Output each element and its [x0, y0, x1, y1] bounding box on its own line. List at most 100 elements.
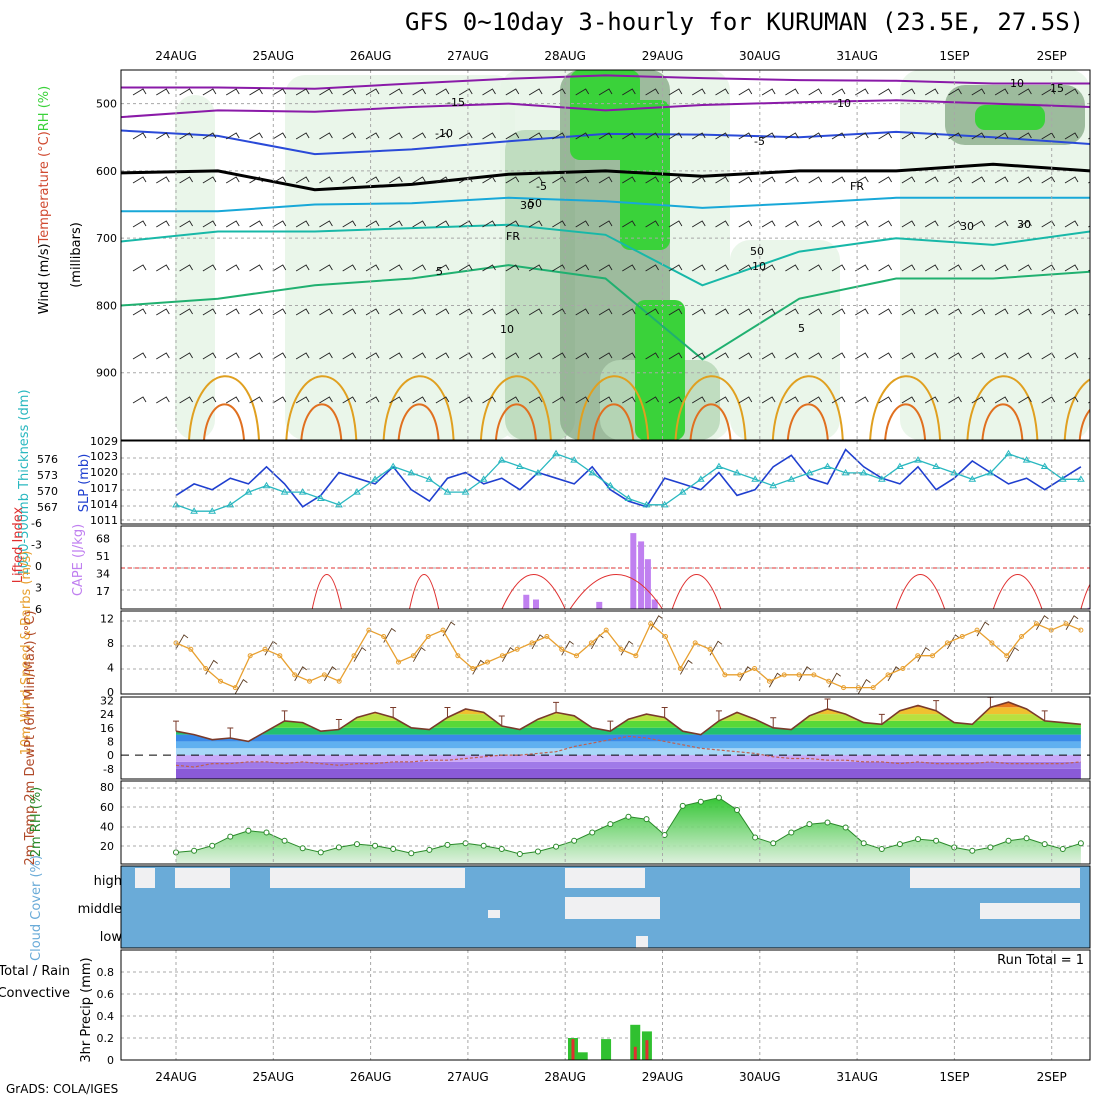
wind-barb — [668, 352, 683, 360]
wind-barb — [249, 176, 263, 184]
wind-barb — [295, 352, 310, 360]
rh-shading — [505, 130, 575, 440]
date-label-top: 29AUG — [642, 49, 684, 63]
wind-barb — [1018, 352, 1032, 360]
wind-barb — [645, 352, 659, 360]
contour-label: 15 — [1050, 82, 1064, 95]
rh-tick-label: 20 — [100, 840, 114, 853]
wind-barb — [994, 396, 1009, 404]
wind-tick-label: 4 — [107, 662, 114, 675]
wind-barb — [785, 396, 799, 404]
rh-point — [553, 843, 560, 850]
isotherm-20-line — [674, 375, 747, 440]
thickness-point — [407, 468, 416, 476]
wind-speed-point — [470, 665, 476, 671]
wind-barb — [924, 132, 939, 140]
temp-minmax-bar — [933, 700, 940, 711]
wind-barb — [948, 352, 962, 360]
wind-barb — [132, 220, 147, 228]
wind-barb — [482, 396, 496, 404]
wind-barb — [1064, 176, 1079, 184]
thickness-point — [751, 475, 760, 482]
wind-barb — [389, 308, 403, 316]
wind-barb — [855, 396, 869, 404]
wind-barb — [389, 132, 403, 140]
wind-barb — [202, 264, 217, 272]
thickness-point — [986, 468, 995, 476]
wind-barb — [761, 132, 776, 140]
temp-minmax-bar — [878, 713, 885, 725]
wind-barb — [552, 396, 566, 404]
wind-barb — [319, 88, 333, 96]
wind-barb — [505, 220, 520, 228]
wind-speed-point — [425, 634, 431, 640]
rh-point — [191, 847, 198, 854]
wind-barb — [505, 352, 520, 360]
rh-point — [335, 844, 342, 851]
wind-speed-point — [841, 685, 847, 691]
wind-speed-point — [692, 640, 698, 646]
wind-barb — [650, 615, 663, 630]
wind-barb — [1064, 88, 1079, 96]
rh-point — [390, 846, 397, 853]
isotherm-25-line — [786, 403, 829, 440]
temp-tick-label: 16 — [100, 722, 114, 735]
thickness-point — [172, 500, 180, 508]
wind-barb — [598, 220, 613, 228]
wind-barb — [808, 352, 823, 360]
wind-barb — [365, 132, 380, 140]
wind-barb — [295, 176, 310, 184]
wind-barb — [645, 396, 659, 404]
temp-tick-label: 24 — [100, 708, 114, 721]
wind-barb — [319, 176, 333, 184]
wind-barb — [691, 220, 706, 228]
thickness-point — [896, 462, 904, 470]
wind-speed-point — [1019, 634, 1025, 640]
wind-barb — [971, 88, 986, 96]
precip-convective-bar — [645, 1040, 649, 1060]
isotherm-line — [121, 99, 1090, 119]
wind-barb — [179, 220, 193, 228]
wind-barb — [691, 396, 706, 404]
contour-label: 30 — [1017, 218, 1031, 231]
thickness-point — [497, 456, 506, 463]
rh-point — [426, 846, 433, 853]
lifted-axis-label: Lifted Index — [11, 506, 26, 583]
isotherm-line — [121, 264, 1090, 361]
wind-barb — [598, 352, 613, 360]
pressure-tick-label: 700 — [96, 232, 117, 245]
wind-barb — [971, 176, 986, 184]
cape-tick-label: 51 — [96, 550, 110, 563]
wind-barb — [412, 88, 426, 96]
rh-point — [534, 848, 541, 855]
wind-barb — [272, 308, 287, 316]
lifted-tick-label: 6 — [35, 603, 42, 616]
wind-barb — [353, 647, 367, 662]
rh-shading — [900, 70, 1090, 440]
wind-barb — [249, 264, 263, 272]
wind-barb — [249, 132, 263, 140]
wind-speed-point — [485, 659, 491, 665]
wind-barb — [598, 132, 613, 140]
isotherm-25-line — [689, 403, 732, 440]
precip-group — [121, 971, 1090, 1060]
wind-barb — [132, 176, 147, 184]
wind-barb — [389, 220, 403, 228]
thickness-point — [733, 468, 741, 476]
wind-barb — [482, 220, 496, 228]
wind-barb — [785, 308, 799, 316]
wind-speed-point — [974, 627, 980, 633]
wind-barb — [319, 264, 333, 272]
rh-point — [915, 836, 922, 843]
wind-barb — [971, 132, 986, 140]
wind-barb — [202, 352, 217, 360]
rh-point — [245, 827, 252, 834]
wind-speed-point — [855, 685, 861, 691]
wind-barb — [389, 264, 403, 272]
wind-speed-point — [455, 653, 461, 659]
pressure-tick-label: 800 — [96, 299, 117, 312]
wind-barb — [295, 220, 310, 228]
wind-barb — [901, 88, 916, 96]
contour-label: 10 — [500, 323, 514, 336]
wind-barb — [319, 132, 333, 140]
